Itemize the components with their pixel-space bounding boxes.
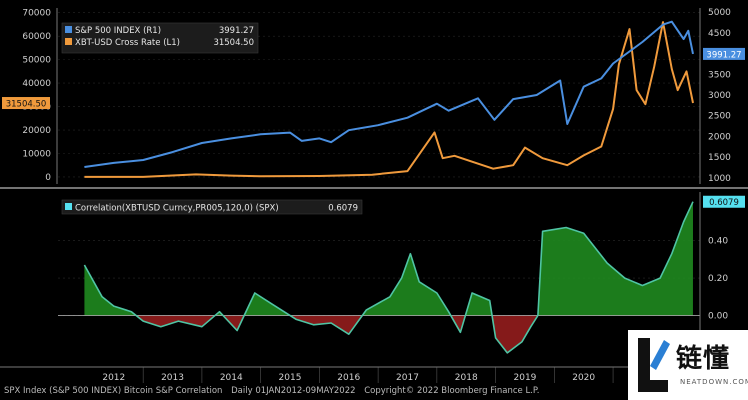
left-tick-label: 20000	[22, 126, 51, 136]
right-tick-label: 2500	[708, 112, 731, 122]
xbt-series-line	[84, 21, 694, 178]
xbt-last-value-tag	[2, 97, 50, 110]
corr-legend-box	[61, 199, 363, 215]
corr-positive-area	[84, 201, 693, 316]
legend-value: 3991.27	[219, 26, 254, 36]
spx-last-value-text: 3991.27	[706, 50, 741, 60]
legend-label: S&P 500 INDEX (R1)	[75, 26, 161, 36]
left-tick-label: 50000	[22, 56, 51, 66]
x-tick-label: 2020	[572, 373, 595, 383]
chart-footer: SPX Index (S&P 500 INDEX) Bitcoin S&P Co…	[4, 386, 545, 396]
legend-swatch	[65, 26, 72, 33]
left-tick-label: 0	[45, 173, 51, 183]
watermark-subtext: NEATDOWN.COM	[680, 378, 748, 386]
watermark-text: 链懂	[676, 344, 731, 374]
footer-period: Daily 01JAN2012-09MAY2022	[231, 386, 356, 396]
left-tick-label: 60000	[22, 32, 51, 42]
corr-tick-label: 0.40	[708, 237, 728, 247]
corr-last-value-text: 0.6079	[709, 198, 739, 208]
footer-source: SPX Index (S&P 500 INDEX) Bitcoin S&P Co…	[4, 386, 223, 396]
legend-label: XBT-USD Cross Rate (L1)	[75, 38, 180, 48]
right-tick-label: 2000	[708, 132, 731, 142]
right-tick-label: 5000	[708, 8, 731, 18]
x-tick-label: 2017	[396, 373, 419, 383]
right-tick-label: 1500	[708, 153, 731, 163]
legend-value: 31504.50	[213, 38, 254, 48]
right-tick-label: 4500	[708, 29, 731, 39]
x-tick-label: 2014	[220, 373, 243, 383]
x-tick-label: 2015	[279, 373, 302, 383]
price-panel: 0100002000030000400005000060000700001000…	[2, 8, 745, 184]
legend-box	[61, 22, 259, 54]
corr-legend-label: Correlation(XBTUSD Curncy,PR005,120,0) (…	[75, 204, 279, 214]
correlation-panel: 0.00 0.20 0.40 Correlation(XBTUSD Curncy,PR…	[58, 195, 745, 354]
watermark-logo: 链懂 NEATDOWN.COM	[628, 330, 748, 400]
corr-legend-value: 0.6079	[328, 204, 358, 214]
x-tick-label: 2016	[337, 373, 360, 383]
left-tick-label: 70000	[22, 9, 51, 19]
corr-last-value-tag	[703, 195, 745, 208]
right-tick-label: 3000	[708, 91, 731, 101]
corr-negative-area	[84, 315, 693, 353]
x-tick-label: 2019	[514, 373, 537, 383]
xbt-last-value-text: 31504.50	[6, 100, 47, 110]
left-tick-label: 10000	[22, 149, 51, 159]
spx-series-line	[84, 20, 694, 168]
spx-last-value-tag	[703, 47, 745, 60]
x-tick-label: 2012	[102, 373, 125, 383]
footer-copyright: Copyright© 2022 Bloomberg Finance L.P.	[364, 386, 540, 396]
corr-tick-label: 0.00	[708, 311, 728, 321]
right-tick-label: 1000	[708, 174, 731, 184]
logo-l-icon	[638, 338, 670, 392]
left-tick-label: 40000	[22, 79, 51, 89]
corr-tick-label: 0.20	[708, 274, 728, 284]
right-tick-label: 3500	[708, 70, 731, 80]
corr-legend-swatch	[65, 203, 72, 210]
x-tick-label: 2013	[161, 373, 184, 383]
x-tick-label: 2018	[455, 373, 478, 383]
corr-series-line	[83, 201, 694, 354]
legend-swatch	[65, 38, 72, 45]
